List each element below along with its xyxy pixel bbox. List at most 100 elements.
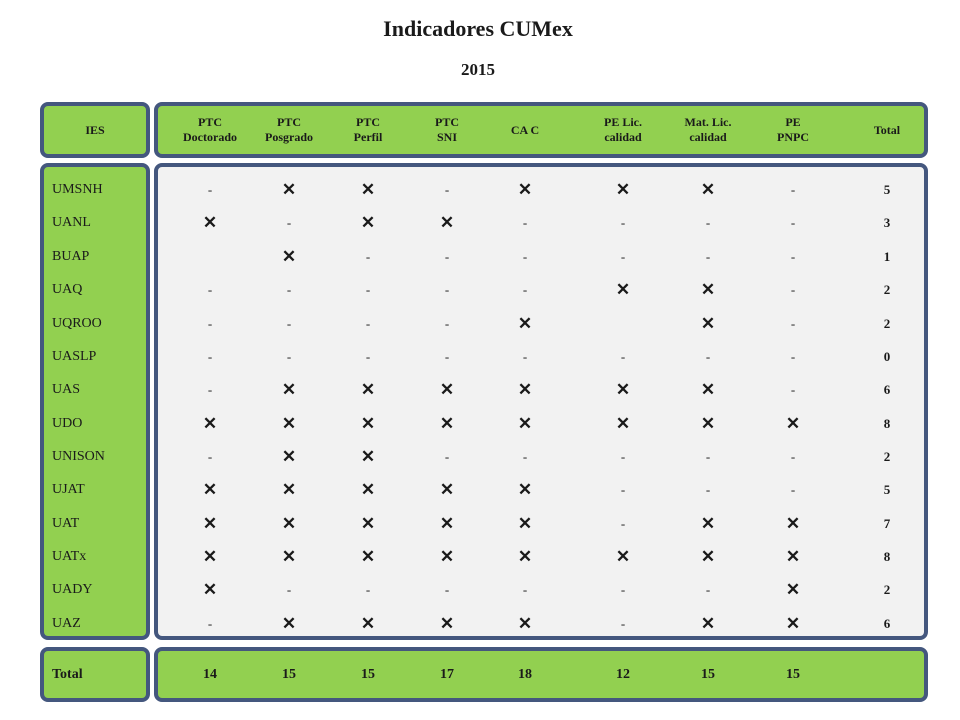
column-total-ptc-doctorado: 14 — [203, 667, 217, 682]
institution-label: UATx — [52, 549, 87, 564]
check-mark-icon: ✕ — [700, 614, 716, 633]
dash-mark: - — [444, 316, 450, 331]
dash-mark: - — [444, 182, 450, 197]
dash-mark: - — [365, 282, 371, 297]
check-mark-icon: ✕ — [785, 614, 801, 633]
check-mark-icon: ✕ — [439, 414, 455, 433]
check-mark-icon: ✕ — [281, 180, 297, 199]
row-total: 7 — [883, 516, 891, 531]
total-values-panel: 14 15 15 17 18 12 15 15 — [154, 647, 928, 702]
check-mark-icon: ✕ — [785, 414, 801, 433]
dash-mark: - — [207, 349, 213, 364]
dash-mark: - — [444, 582, 450, 597]
check-mark-icon: ✕ — [439, 480, 455, 499]
check-mark-icon: ✕ — [700, 514, 716, 533]
dash-mark: - — [705, 582, 711, 597]
dash-mark: - — [522, 282, 528, 297]
dash-mark: - — [444, 349, 450, 364]
check-mark-icon: ✕ — [517, 514, 533, 533]
dash-mark: - — [790, 482, 796, 497]
column-total-pe-pnpc: 15 — [786, 667, 800, 682]
column-header-ptc-sni: PTC SNI — [435, 115, 459, 144]
row-total: 2 — [883, 449, 891, 464]
header-columns-panel: PTC Doctorado PTC Posgrado PTC Perfil PTC S… — [154, 102, 928, 158]
dash-mark: - — [365, 316, 371, 331]
institution-label: UJAT — [52, 482, 85, 497]
row-total: 8 — [883, 549, 891, 564]
dash-mark: - — [790, 449, 796, 464]
check-mark-icon: ✕ — [360, 414, 376, 433]
check-mark-icon: ✕ — [281, 247, 297, 266]
institution-label: UDO — [52, 416, 83, 431]
institution-label: UMSNH — [52, 182, 103, 197]
check-mark-icon: ✕ — [517, 480, 533, 499]
dash-mark: - — [620, 516, 626, 531]
check-mark-icon: ✕ — [202, 514, 218, 533]
check-mark-icon: ✕ — [700, 414, 716, 433]
check-mark-icon: ✕ — [202, 547, 218, 566]
dash-mark: - — [444, 282, 450, 297]
dash-mark: - — [705, 449, 711, 464]
dash-mark: - — [286, 215, 292, 230]
row-total: 5 — [883, 482, 891, 497]
dash-mark: - — [620, 616, 626, 631]
column-header-pe-pnpc: PE PNPC — [777, 115, 809, 144]
check-mark-icon: ✕ — [202, 480, 218, 499]
check-mark-icon: ✕ — [281, 380, 297, 399]
dash-mark: - — [522, 249, 528, 264]
institution-label: UQROO — [52, 316, 102, 331]
dash-mark: - — [620, 482, 626, 497]
dash-mark: - — [790, 215, 796, 230]
institution-label: UNISON — [52, 449, 105, 464]
dash-mark: - — [620, 349, 626, 364]
column-total-pe-lic-calidad: 12 — [616, 667, 630, 682]
check-mark-icon: ✕ — [615, 380, 631, 399]
check-mark-icon: ✕ — [615, 414, 631, 433]
institution-label: UANL — [52, 215, 91, 230]
dash-mark: - — [207, 616, 213, 631]
dash-mark: - — [620, 449, 626, 464]
dash-mark: - — [620, 249, 626, 264]
check-mark-icon: ✕ — [439, 614, 455, 633]
check-mark-icon: ✕ — [785, 547, 801, 566]
column-total-mat-lic-calidad: 15 — [701, 667, 715, 682]
check-mark-icon: ✕ — [517, 314, 533, 333]
page-title: Indicadores CUMex — [383, 16, 573, 41]
row-total: 6 — [883, 616, 891, 631]
check-mark-icon: ✕ — [281, 514, 297, 533]
check-mark-icon: ✕ — [439, 547, 455, 566]
column-total-ptc-posgrado: 15 — [282, 667, 296, 682]
indicator-grid-panel: - ✕ ✕ - ✕ ✕ ✕ - 5 ✕ - ✕ ✕ - - - - 3 ✕ - - - - - - 1 - - - - - ✕ ✕ - 2 - - - - ✕… — [154, 163, 928, 640]
institution-label: UAQ — [52, 282, 83, 297]
check-mark-icon: ✕ — [615, 280, 631, 299]
dash-mark: - — [790, 282, 796, 297]
check-mark-icon: ✕ — [202, 414, 218, 433]
check-mark-icon: ✕ — [360, 614, 376, 633]
dash-mark: - — [207, 449, 213, 464]
check-mark-icon: ✕ — [281, 447, 297, 466]
column-header-mat-lic-calidad: Mat. Lic. calidad — [684, 115, 732, 144]
institution-label: UAT — [52, 516, 80, 531]
check-mark-icon: ✕ — [517, 547, 533, 566]
column-total-ca-c: 18 — [518, 667, 532, 682]
dash-mark: - — [286, 582, 292, 597]
check-mark-icon: ✕ — [360, 514, 376, 533]
check-mark-icon: ✕ — [360, 480, 376, 499]
check-mark-icon: ✕ — [700, 380, 716, 399]
dash-mark: - — [365, 349, 371, 364]
check-mark-icon: ✕ — [785, 514, 801, 533]
dash-mark: - — [790, 349, 796, 364]
check-mark-icon: ✕ — [700, 180, 716, 199]
dash-mark: - — [705, 482, 711, 497]
check-mark-icon: ✕ — [615, 180, 631, 199]
dash-mark: - — [444, 249, 450, 264]
dash-mark: - — [790, 249, 796, 264]
empty-cell — [190, 247, 230, 267]
dash-mark: - — [790, 382, 796, 397]
dash-mark: - — [522, 349, 528, 364]
row-total: 2 — [883, 316, 891, 331]
check-mark-icon: ✕ — [439, 514, 455, 533]
header-ies-panel: IES — [40, 102, 150, 158]
dash-mark: - — [207, 316, 213, 331]
row-total: 2 — [883, 582, 891, 597]
